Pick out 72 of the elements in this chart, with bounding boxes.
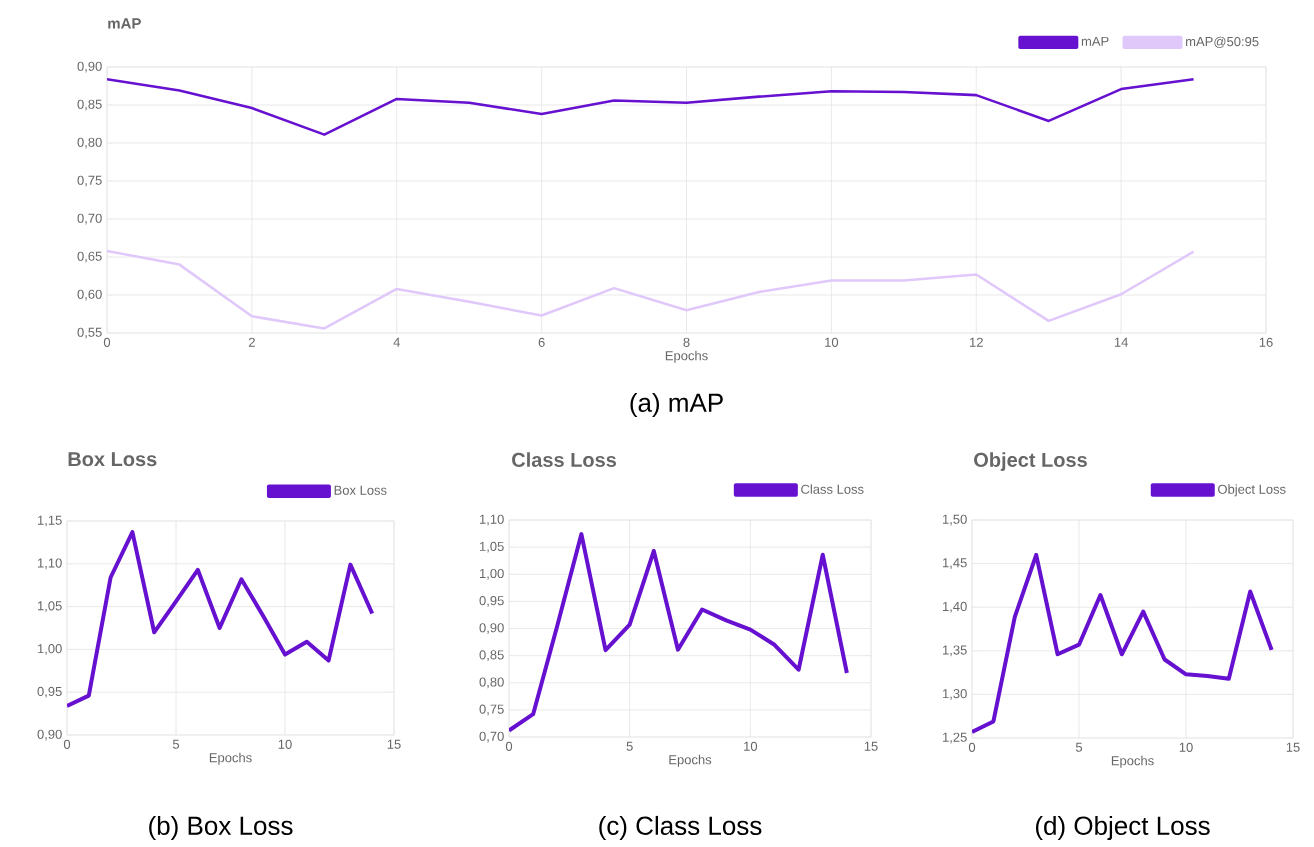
line-series <box>67 530 375 708</box>
y-tick-label: 0,70 <box>479 731 504 743</box>
text: (b) Box Loss <box>149 815 293 841</box>
y-tick-label: 0,75 <box>479 704 504 716</box>
chart-title: Object Loss <box>974 452 1087 471</box>
x-tick-label: 5 <box>626 741 633 751</box>
y-tick-label: 0,95 <box>479 596 504 607</box>
legend-label: Box Loss <box>334 485 387 495</box>
x-tick-label: 15 <box>387 739 401 749</box>
x-tick-label: 0 <box>103 337 111 347</box>
y-tick-label: 0,90 <box>77 61 102 73</box>
y-tick-label: 0,95 <box>37 686 62 698</box>
chart-title: Box Loss <box>68 452 157 467</box>
y-tick-label: 0,80 <box>77 137 102 149</box>
line-series <box>107 249 1195 330</box>
x-tick-label: 2 <box>248 337 255 347</box>
x-tick-label: 4 <box>393 337 400 347</box>
x-tick-label: 0 <box>968 742 976 752</box>
x-tick-label: 16 <box>1259 337 1273 347</box>
x-axis-title: Epochs <box>1111 755 1154 768</box>
y-tick-label: 1,45 <box>942 558 967 569</box>
y-tick-label: 0,55 <box>77 327 102 339</box>
y-tick-label: 1,30 <box>942 689 967 700</box>
x-tick-label: 10 <box>1179 742 1193 752</box>
text: (a) mAP <box>630 392 723 418</box>
y-tick-label: 1,00 <box>37 644 62 655</box>
legend-label: Object Loss <box>1218 484 1286 497</box>
x-tick-label: 12 <box>970 337 983 347</box>
x-tick-label: 0 <box>63 739 71 749</box>
line-series <box>972 552 1274 734</box>
x-tick-label: 10 <box>278 739 292 749</box>
y-tick-label: 1,50 <box>942 514 967 526</box>
y-tick-label: 1,25 <box>942 732 967 744</box>
x-tick-label: 8 <box>683 337 690 347</box>
line-series <box>107 77 1195 136</box>
text: (d) Object Loss <box>1035 815 1210 841</box>
x-tick-label: 15 <box>864 741 878 751</box>
y-tick-label: 1,10 <box>479 514 504 526</box>
legend-label: Class Loss <box>801 484 864 494</box>
x-tick-label: 14 <box>1114 337 1128 347</box>
chart-title: mAP <box>108 18 141 29</box>
y-tick-label: 1,35 <box>942 645 967 657</box>
legend-label: mAP <box>1081 36 1109 46</box>
y-tick-label: 0,80 <box>479 677 504 689</box>
x-axis-title: Epochs <box>669 754 712 767</box>
y-tick-label: 1,15 <box>37 515 62 527</box>
line-series <box>509 532 849 733</box>
y-tick-label: 1,40 <box>942 601 967 613</box>
x-tick-label: 5 <box>172 739 180 749</box>
y-tick-label: 1,05 <box>479 541 504 553</box>
y-tick-label: 1,05 <box>37 601 62 612</box>
x-tick-label: 10 <box>744 741 758 751</box>
x-tick-label: 10 <box>825 337 839 347</box>
y-tick-label: 0,85 <box>479 650 504 662</box>
x-tick-label: 15 <box>1286 742 1300 752</box>
y-tick-label: 0,75 <box>77 175 102 187</box>
x-tick-label: 6 <box>538 337 545 347</box>
y-tick-label: 0,90 <box>479 623 504 634</box>
chart-title: Class Loss <box>512 452 617 467</box>
y-tick-label: 1,00 <box>479 568 504 580</box>
y-tick-label: 0,70 <box>77 213 102 225</box>
x-axis-title: Epochs <box>209 752 252 765</box>
legend-label: mAP@50:95 <box>1186 36 1259 48</box>
y-tick-label: 0,60 <box>77 289 102 301</box>
y-tick-label: 0,90 <box>37 729 62 741</box>
x-tick-label: 0 <box>505 741 513 751</box>
text: (c) Class Loss <box>599 815 762 841</box>
y-tick-label: 0,85 <box>77 99 102 111</box>
y-tick-label: 0,65 <box>77 251 102 263</box>
y-tick-label: 1,10 <box>37 558 62 570</box>
x-axis-title: Epochs <box>665 350 708 363</box>
x-tick-label: 5 <box>1075 742 1083 752</box>
